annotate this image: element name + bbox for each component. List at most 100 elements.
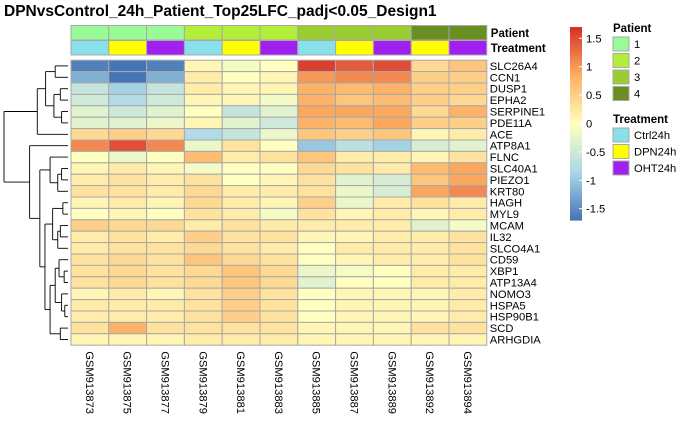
color-scale-segment: [570, 100, 582, 105]
heatmap-cell: [221, 162, 261, 175]
column-label: GSM913881: [234, 351, 246, 414]
color-scale-legend: 1.5 1 0.5 0 -0.5 -1 -1.5: [570, 27, 605, 221]
heatmap-cell: [70, 310, 110, 323]
heatmap-cell: [70, 299, 110, 312]
heatmap-cell: [146, 162, 185, 175]
legend-label: 4: [634, 89, 640, 101]
annotation-cell-treatment: [372, 40, 412, 56]
heatmap-cell: [146, 230, 185, 244]
heatmap-cell: [183, 116, 223, 130]
heatmap-cell: [221, 82, 261, 95]
heatmap-cell: [108, 219, 148, 232]
heatmap-cell: [297, 321, 337, 335]
column-label: GSM913885: [310, 351, 322, 414]
heatmap-cell: [70, 128, 110, 141]
row-label: NOMO3: [490, 289, 531, 301]
heatmap-cell: [448, 59, 488, 73]
heatmap-cell: [448, 139, 488, 152]
heatmap-cell: [372, 196, 412, 209]
color-scale-segment: [570, 104, 582, 109]
heatmap-cell: [146, 105, 185, 118]
heatmap-cell: [448, 276, 488, 289]
heatmap-cell: [70, 105, 110, 118]
row-label: MCAM: [490, 221, 524, 233]
color-scale-segment: [570, 191, 582, 195]
row-label: ATP13A4: [490, 278, 537, 290]
column-label: GSM913889: [385, 351, 397, 414]
color-scale-segment: [570, 126, 582, 131]
color-scale-segment: [570, 139, 582, 144]
color-scale-segment: [570, 207, 582, 211]
heatmap-cell: [297, 207, 337, 221]
heatmap-cell: [183, 321, 223, 335]
heatmap-cell: [448, 128, 488, 141]
row-label: ATP8A1: [490, 141, 531, 153]
heatmap-cell: [259, 105, 299, 118]
column-label: GSM913877: [159, 351, 171, 414]
color-scale-segment: [570, 187, 582, 192]
heatmap-cell: [410, 93, 450, 107]
row-label: XBP1: [490, 266, 519, 278]
row-label: HSP90B1: [490, 312, 539, 324]
heatmap-cell: [297, 264, 337, 278]
row-label: PDE11A: [490, 118, 533, 130]
legend-label: DPN24h: [634, 147, 676, 159]
heatmap-cell: [335, 276, 374, 289]
heatmap-cell: [183, 196, 223, 209]
heatmap-cell: [259, 173, 299, 187]
column-label: GSM913879: [196, 351, 208, 414]
heatmap-cell: [448, 333, 488, 346]
legend-swatch: [612, 160, 630, 176]
heatmap-cell: [410, 150, 450, 164]
heatmap-cell: [372, 333, 412, 346]
heatmap-cell: [183, 264, 223, 278]
heatmap-cell: [108, 128, 148, 141]
color-scale-segment: [570, 168, 582, 173]
heatmap-cell: [410, 139, 450, 152]
heatmap-cell: [335, 71, 374, 84]
heatmap-cell: [335, 321, 374, 335]
heatmap-cell: [70, 287, 110, 301]
heatmap-cell: [221, 242, 261, 255]
heatmap-cell: [335, 173, 374, 187]
heatmap-cell: [372, 253, 412, 266]
heatmap-cell: [297, 287, 337, 301]
color-scale-segment: [570, 113, 582, 118]
color-scale-segment: [570, 49, 582, 54]
color-scale-segment: [570, 36, 582, 41]
heatmap-cell: [221, 219, 261, 232]
heatmap-cell: [410, 253, 450, 266]
heatmap-cell: [335, 82, 374, 95]
heatmap-cell: [448, 173, 488, 187]
annotation-cell-patient: [259, 25, 299, 41]
color-scale-tick-label: -0.5: [586, 147, 605, 159]
heatmap-cell: [221, 310, 261, 323]
heatmap-cell: [297, 71, 337, 84]
heatmap-cell: [146, 82, 185, 95]
heatmap-cell: [372, 310, 412, 323]
heatmap-cell: [70, 333, 110, 346]
color-scale-segment: [570, 162, 582, 166]
heatmap-cell: [410, 196, 450, 209]
row-label: IL32: [490, 232, 512, 244]
heatmap-cell: [259, 310, 299, 323]
color-scale-segment: [570, 146, 582, 150]
heatmap-cell: [108, 333, 148, 346]
heatmap-cell: [448, 230, 488, 244]
heatmap-cell: [183, 139, 223, 152]
heatmap-cell: [259, 264, 299, 278]
legend-swatch: [612, 86, 630, 101]
color-scale-segment: [570, 181, 582, 186]
row-dendrogram: [3, 65, 68, 340]
heatmap-cell: [372, 185, 412, 198]
heatmap-cell: [146, 264, 185, 278]
color-scale-segment: [570, 97, 582, 102]
annotation-cell-patient: [108, 25, 148, 41]
heatmap-cell: [448, 299, 488, 312]
heatmap-cell: [108, 93, 148, 107]
legend-swatch: [612, 127, 630, 143]
color-scale-segment: [570, 68, 582, 73]
color-scale-segment: [570, 52, 582, 57]
